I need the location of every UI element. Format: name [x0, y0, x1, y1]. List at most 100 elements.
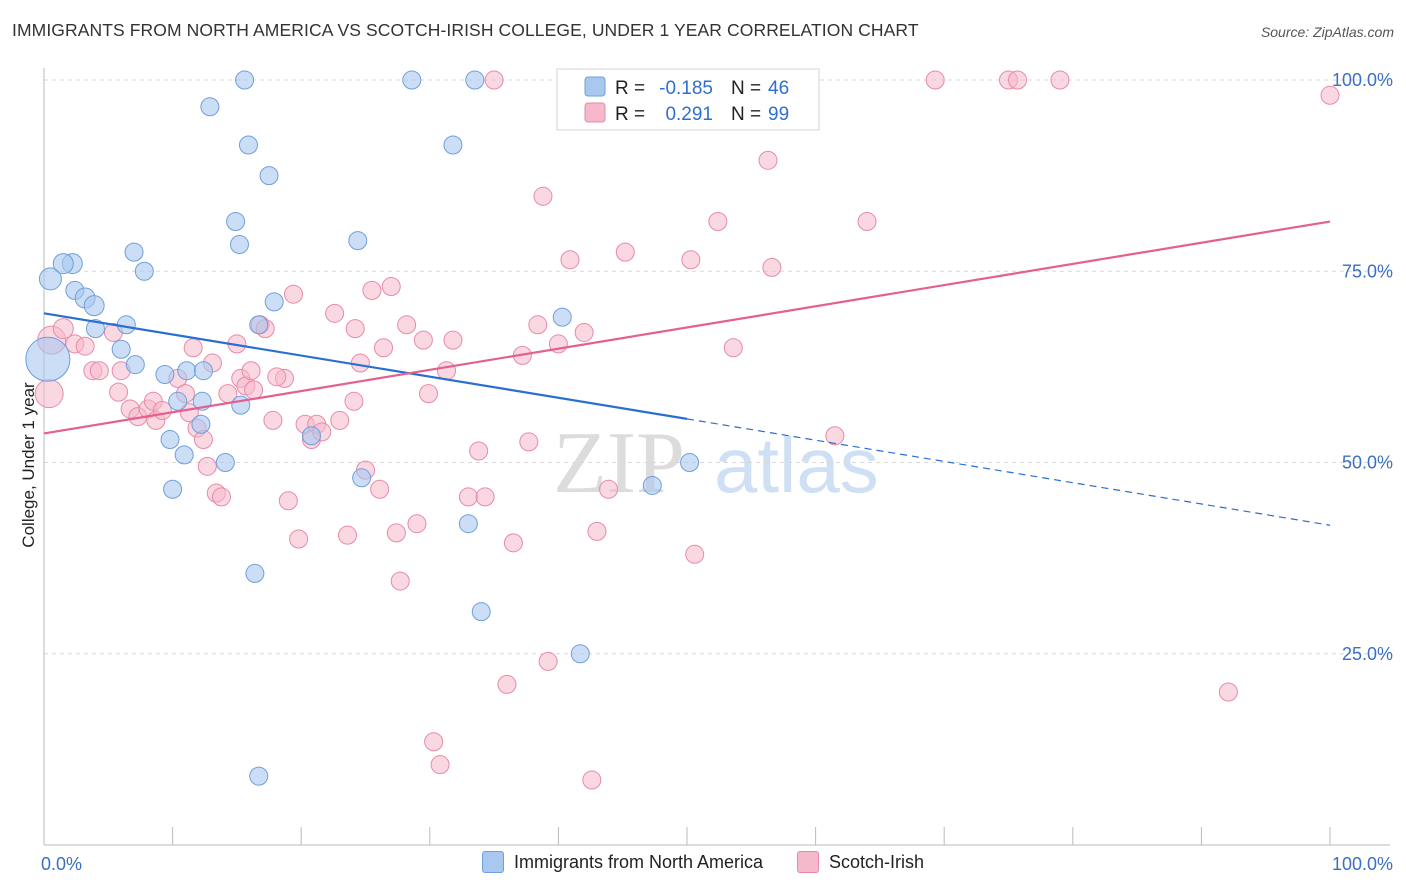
legend-swatch-north-america — [481, 851, 504, 873]
scotch-irish-point — [925, 70, 945, 90]
trend-lines — [43, 220, 1331, 526]
stats-r-label-1: R = — [615, 78, 645, 99]
north-america-point — [226, 212, 246, 232]
scotch-irish-point — [599, 479, 619, 499]
north-america-point — [245, 563, 265, 583]
north-america-point — [348, 231, 368, 251]
scotch-irish-point — [345, 319, 365, 339]
north-america-point — [264, 292, 284, 312]
north-america-point — [193, 361, 213, 381]
watermark-zip: ZIP — [553, 415, 685, 512]
stats-legend: R = -0.185 N = 46 R = 0.291 N = 99 — [556, 68, 820, 131]
scotch-irish-point — [484, 70, 504, 90]
scotch-irish-point — [152, 400, 172, 420]
scotch-irish-point — [681, 250, 701, 270]
scotch-irish-point — [538, 651, 558, 671]
scotch-irish-point — [1320, 85, 1340, 105]
scotch-irish-point — [397, 315, 417, 335]
scotch-irish-point — [370, 479, 390, 499]
scotch-irish-point — [413, 330, 433, 350]
stats-n-value-1: 46 — [768, 78, 789, 99]
scotch-irish-point — [1008, 70, 1028, 90]
north-america-point — [134, 261, 154, 281]
north-america-point — [301, 426, 321, 446]
north-america-point — [552, 307, 572, 327]
scotch-irish-point — [197, 456, 217, 476]
scotch-irish-point — [615, 242, 635, 262]
north-america-point — [229, 234, 249, 254]
north-america-point — [249, 315, 269, 335]
scotch-irish-point — [362, 280, 382, 300]
legend-item-scotch-irish: Scotch-Irish — [797, 851, 924, 873]
watermark-atlas: atlas — [714, 421, 879, 509]
scotch-irish-point — [1218, 682, 1238, 702]
north-america-point — [235, 70, 255, 90]
scotch-irish-point — [244, 380, 264, 400]
north-america-point — [200, 97, 220, 117]
legend-label-north-america: Immigrants from North America — [513, 851, 764, 872]
scotch-irish-point — [419, 384, 439, 404]
scotch-irish-point — [587, 521, 607, 541]
scotch-irish-point — [34, 379, 64, 409]
scotch-irish-point — [381, 277, 401, 297]
scotch-irish-point — [758, 150, 778, 170]
scotch-irish-point — [503, 533, 523, 553]
scotch-irish-point — [241, 361, 261, 381]
y-tick-label: 100.0% — [1332, 70, 1393, 90]
north-america-point — [85, 319, 105, 339]
scotch-irish-point — [582, 770, 602, 790]
scotch-irish-point — [475, 487, 495, 507]
north-america-point — [155, 365, 175, 385]
scotch-irish-point — [519, 432, 539, 452]
north-america-point — [570, 644, 590, 664]
scotch-irish-point — [386, 523, 406, 543]
y-tick-label: 50.0% — [1342, 453, 1393, 473]
scotch-irish-point — [52, 318, 74, 340]
scotch-irish-point — [337, 525, 357, 545]
axes — [43, 68, 1390, 846]
gridlines — [44, 79, 1390, 655]
scotch-irish-point — [528, 315, 548, 335]
scotch-irish-point — [458, 487, 478, 507]
scotch-irish-point — [289, 529, 309, 549]
north-america-point — [177, 361, 197, 381]
scotch-irish-point — [430, 755, 450, 775]
north-america-point — [680, 453, 700, 472]
legend-swatch-scotch-irish — [797, 851, 820, 873]
north-america-trendline — [43, 312, 688, 420]
y-tick-labels: 25.0% 50.0% 75.0% 100.0% — [1332, 70, 1393, 664]
north-america-point — [174, 445, 194, 465]
north-america-point — [83, 295, 105, 317]
scotch-irish-point — [1050, 70, 1070, 90]
scotch-irish-points — [34, 70, 1340, 790]
scotch-irish-point — [325, 303, 345, 323]
scotch-irish-trendline — [43, 220, 1331, 435]
north-america-point — [238, 135, 258, 155]
scotch-irish-point — [267, 367, 287, 387]
y-tick-label: 75.0% — [1342, 261, 1393, 281]
scotch-irish-point — [469, 441, 489, 461]
north-america-point — [163, 479, 183, 499]
north-america-point — [249, 766, 269, 786]
scotch-irish-point — [211, 487, 231, 507]
north-america-points — [25, 70, 700, 786]
north-america-point — [402, 70, 422, 90]
x-tick-label: 100.0% — [1332, 854, 1393, 874]
scotch-irish-point — [390, 571, 410, 591]
scotch-irish-point — [374, 338, 394, 358]
north-america-point — [458, 514, 478, 534]
scotch-irish-point — [533, 186, 553, 206]
scotch-irish-point — [708, 212, 728, 232]
north-america-point — [443, 135, 463, 155]
legend-swatch-blue — [584, 76, 606, 97]
scotch-irish-point — [75, 336, 95, 356]
chart-title: IMMIGRANTS FROM NORTH AMERICA VS SCOTCH-… — [12, 20, 919, 40]
scotch-irish-point — [685, 544, 705, 564]
north-america-point — [471, 602, 491, 622]
scotch-irish-point — [497, 674, 517, 694]
scotch-irish-point — [183, 338, 203, 358]
north-america-point — [125, 355, 145, 375]
scotch-irish-point — [109, 382, 129, 402]
scotch-irish-point — [437, 361, 457, 381]
north-america-point — [215, 453, 235, 472]
